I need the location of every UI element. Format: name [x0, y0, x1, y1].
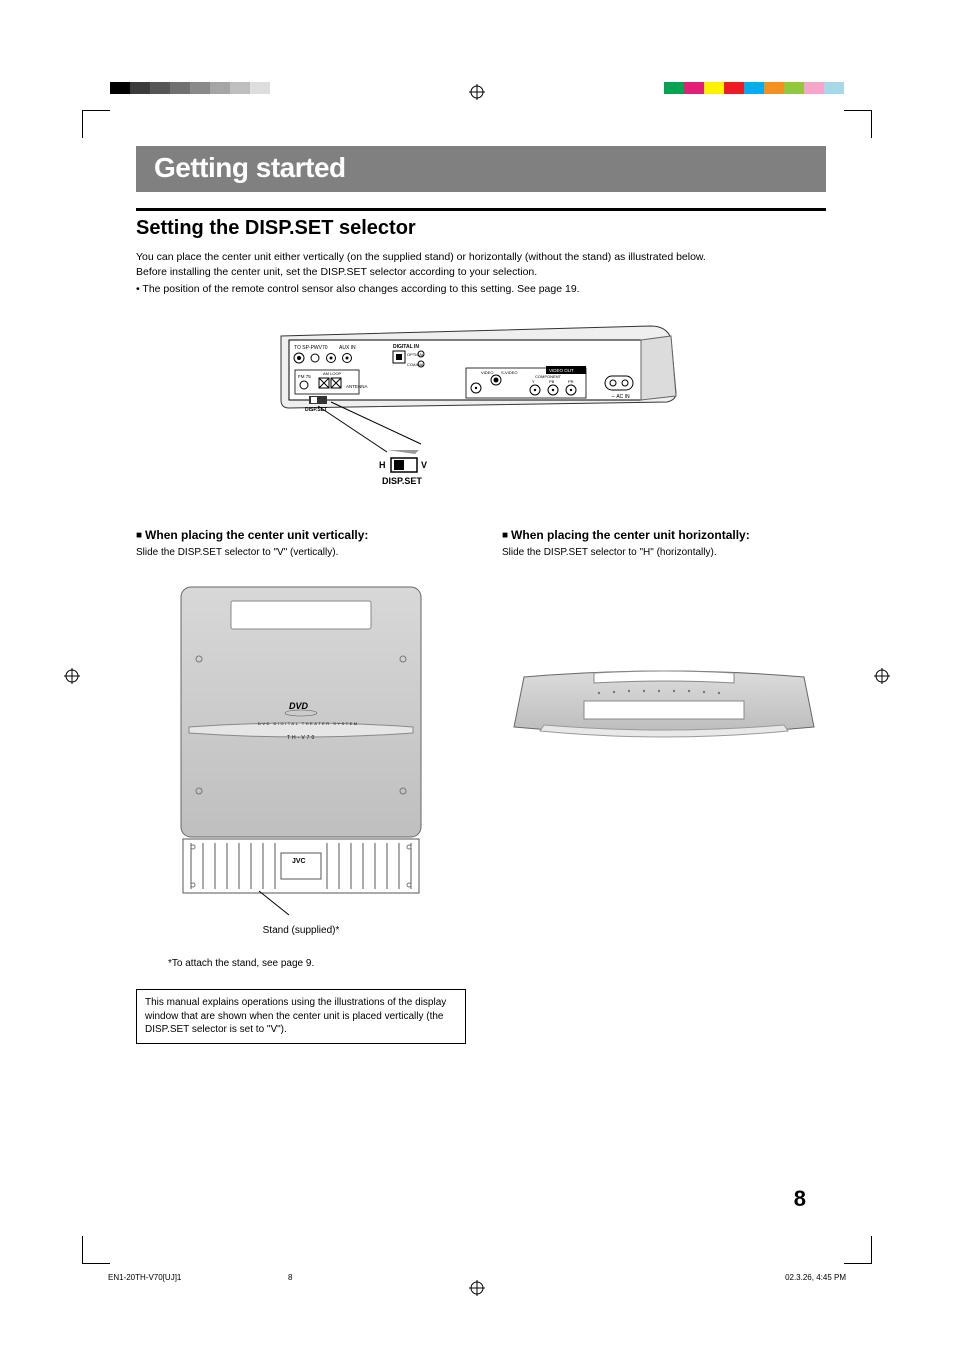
crop-mark: [82, 1236, 110, 1264]
stand-caption: Stand (supplied)*: [136, 925, 466, 936]
swatch: [784, 82, 804, 94]
label-pb: PB: [549, 379, 555, 384]
label-svideo: S-VIDEO: [501, 370, 517, 375]
label-video-out: VIDEO OUT: [549, 368, 574, 373]
swatch: [130, 82, 150, 94]
page-number: 8: [794, 1186, 806, 1212]
horizontal-unit-figure: [502, 659, 826, 749]
swatch: [210, 82, 230, 94]
label-am-loop: AM LOOP: [323, 371, 342, 376]
chapter-title: Getting started: [136, 146, 826, 192]
swatch: [824, 82, 844, 94]
label-antenna: ANTENNA: [346, 384, 368, 389]
intro-bullet: • The position of the remote control sen…: [136, 282, 826, 297]
rear-panel-figure: TO SP-PWV70 AUX IN FM 75 AM LOOP ANTENNA…: [271, 318, 691, 488]
horizontal-heading-text: When placing the center unit horizontall…: [511, 528, 750, 542]
vertical-placement-column: ■When placing the center unit vertically…: [136, 528, 466, 1044]
footer-page: 8: [288, 1273, 292, 1282]
registration-mark-left: [64, 668, 80, 684]
two-column-layout: ■When placing the center unit vertically…: [136, 528, 826, 1044]
intro-bullet-text: The position of the remote control senso…: [142, 283, 579, 295]
grayscale-swatches: [110, 82, 290, 94]
swatch: [724, 82, 744, 94]
manual-page: Getting started Setting the DISP.SET sel…: [0, 0, 954, 1352]
swatch: [764, 82, 784, 94]
swatch: [170, 82, 190, 94]
crop-mark: [82, 110, 110, 138]
section-rule: [136, 208, 826, 211]
intro-line: You can place the center unit either ver…: [136, 250, 826, 265]
label-to-sp: TO SP-PWV70: [294, 345, 328, 351]
swatch: [804, 82, 824, 94]
swatch: [190, 82, 210, 94]
swatch: [704, 82, 724, 94]
vertical-unit-figure: DVD DVD DIGITAL THEATER SYSTEM TH-V70: [136, 581, 466, 936]
label-h: H: [379, 460, 386, 470]
swatch: [230, 82, 250, 94]
label-fm: FM 75: [298, 374, 311, 379]
vertical-text: Slide the DISP.SET selector to "V" (vert…: [136, 546, 466, 560]
color-swatches: [664, 82, 844, 94]
model-text: TH-V70: [287, 735, 316, 741]
attach-stand-note: *To attach the stand, see page 9.: [168, 958, 466, 969]
horizontal-heading: ■When placing the center unit horizontal…: [502, 528, 826, 542]
section-title: Setting the DISP.SET selector: [136, 217, 826, 240]
swatch: [110, 82, 130, 94]
label-dispset-big: DISP.SET: [382, 476, 422, 486]
registration-mark-bottom: [469, 1280, 485, 1296]
intro-line: Before installing the center unit, set t…: [136, 265, 826, 280]
label-pr: PR: [568, 379, 574, 384]
manual-note-box: This manual explains operations using th…: [136, 989, 466, 1044]
label-y: Y: [532, 379, 535, 384]
brand-text: JVC: [292, 858, 306, 865]
footer-file: EN1-20TH-V70[UJ]1: [108, 1273, 181, 1282]
vertical-heading: ■When placing the center unit vertically…: [136, 528, 466, 542]
footer-timestamp: 02.3.26, 4:45 PM: [785, 1273, 846, 1282]
crop-mark: [844, 110, 872, 138]
registration-mark-right: [874, 668, 890, 684]
registration-mark-top: [469, 84, 485, 100]
swatch: [250, 82, 270, 94]
dvd-logo-text: DVD: [289, 701, 309, 711]
horizontal-text: Slide the DISP.SET selector to "H" (hori…: [502, 546, 826, 560]
horizontal-placement-column: ■When placing the center unit horizontal…: [502, 528, 826, 1044]
crop-mark: [844, 1236, 872, 1264]
swatch: [270, 82, 290, 94]
footer: EN1-20TH-V70[UJ]1 8 02.3.26, 4:45 PM: [108, 1273, 846, 1282]
label-v: V: [421, 460, 427, 470]
vertical-heading-text: When placing the center unit vertically:: [145, 528, 368, 542]
intro-text: You can place the center unit either ver…: [136, 250, 826, 298]
label-video: VIDEO: [481, 370, 493, 375]
swatch: [664, 82, 684, 94]
swatch: [744, 82, 764, 94]
label-digital-in: DIGITAL IN: [393, 344, 419, 350]
swatch: [150, 82, 170, 94]
page-content: Getting started Setting the DISP.SET sel…: [136, 146, 826, 1044]
swatch: [684, 82, 704, 94]
label-ac-in: ∼ AC IN: [611, 394, 630, 400]
label-aux-in: AUX IN: [339, 345, 356, 351]
subtitle-text: DVD DIGITAL THEATER SYSTEM: [258, 721, 359, 726]
